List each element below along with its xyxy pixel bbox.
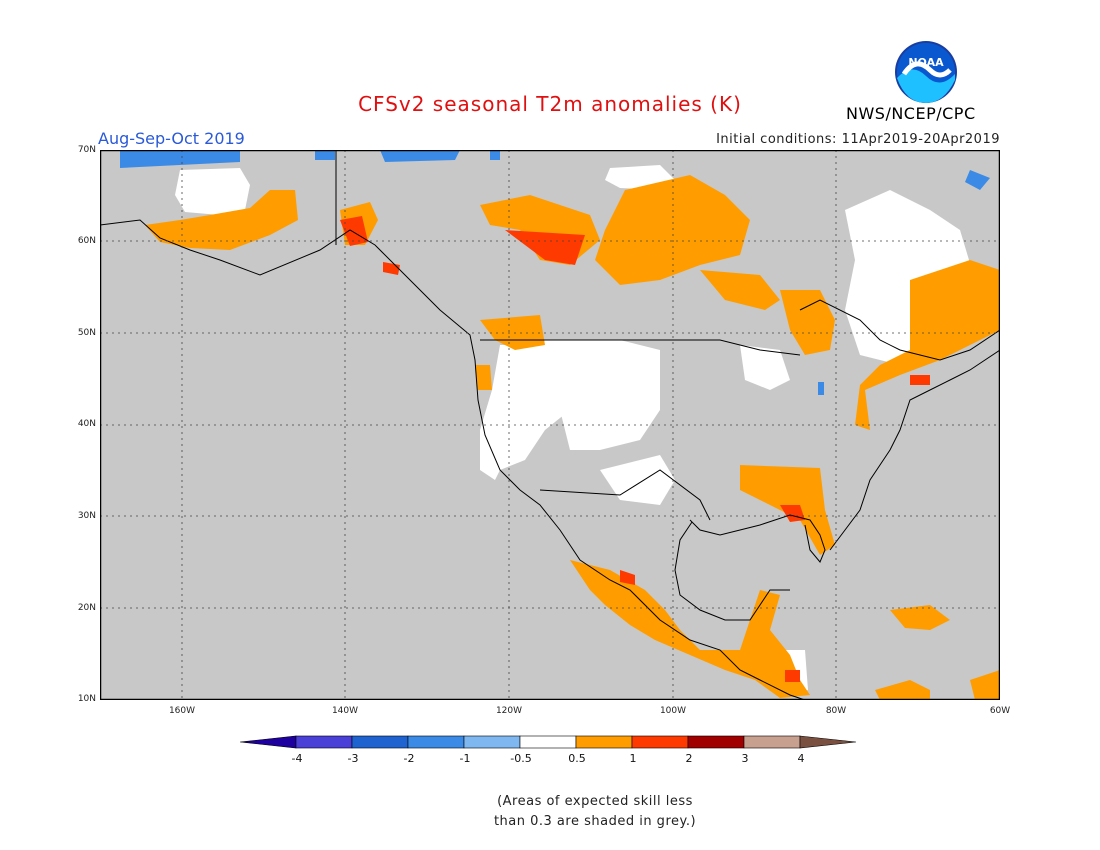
lat-label: 70N [77, 145, 96, 155]
logo-text: NOAA [908, 56, 944, 69]
lat-label: 20N [77, 603, 96, 613]
colorbar-max-arrow [799, 735, 857, 749]
initial-conditions: Initial conditions: 11Apr2019-20Apr2019 [716, 132, 1000, 147]
map-frame [100, 150, 1000, 700]
colorbar-swatch [519, 735, 577, 749]
lat-label: 60N [77, 236, 96, 246]
colorbar-swatch [743, 735, 801, 749]
colorbar [240, 735, 857, 749]
colorbar-label: -2 [403, 752, 415, 765]
colorbar-label: 2 [685, 752, 693, 765]
colorbar-swatch [463, 735, 521, 749]
chart-title: CFSv2 seasonal T2m anomalies (K) [358, 92, 742, 116]
skill-note-line: (Areas of expected skill less [497, 794, 693, 809]
lat-label: 10N [77, 694, 96, 704]
lon-label: 160W [168, 706, 196, 716]
warm-anomaly-areas [145, 175, 1000, 700]
colorbar-label: 3 [741, 752, 749, 765]
skill-note: (Areas of expected skill less than 0.3 a… [0, 792, 1100, 832]
lat-label: 50N [77, 328, 96, 338]
colorbar-label: -0.5 [510, 752, 532, 765]
colorbar-label: 4 [797, 752, 805, 765]
anomaly-map [100, 150, 1000, 700]
colorbar-swatch [631, 735, 689, 749]
forecast-period: Aug-Sep-Oct 2019 [98, 129, 245, 148]
graticule [100, 150, 1000, 700]
colorbar-label: -3 [347, 752, 359, 765]
colorbar-swatch [407, 735, 465, 749]
lat-label: 40N [77, 419, 96, 429]
skill-note-line: than 0.3 are shaded in grey.) [493, 814, 697, 829]
colorbar-swatch [575, 735, 633, 749]
colorbar-label: 1 [629, 752, 637, 765]
noaa-logo-icon: NOAA [895, 41, 957, 103]
colorbar-label: -1 [459, 752, 471, 765]
lat-label: 30N [77, 511, 96, 521]
colorbar-swatch [295, 735, 353, 749]
lon-label: 120W [495, 706, 523, 716]
colorbar-label: 0.5 [568, 752, 586, 765]
lon-label: 100W [659, 706, 687, 716]
lon-label: 140W [331, 706, 359, 716]
colorbar-swatch [687, 735, 745, 749]
colorbar-min-arrow [240, 735, 297, 749]
lon-label: 60W [989, 706, 1011, 716]
cool-anomaly-areas [120, 150, 990, 395]
agency-label: NWS/NCEP/CPC [846, 104, 976, 123]
lon-label: 80W [825, 706, 847, 716]
colorbar-swatch [351, 735, 409, 749]
coastlines [100, 150, 1000, 700]
colorbar-label: -4 [291, 752, 303, 765]
